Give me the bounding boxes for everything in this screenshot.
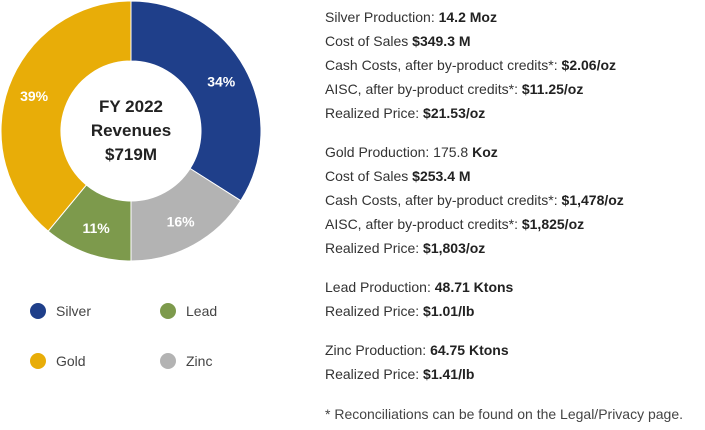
production-stats: Silver Production: 14.2 Moz Cost of Sale… xyxy=(325,5,705,401)
zinc-stats: Zinc Production: 64.75 Ktons Realized Pr… xyxy=(325,338,705,386)
chart-legend: Silver Lead Gold Zinc xyxy=(30,300,280,380)
gold-cost-of-sales-line: Cost of Sales $253.4 M xyxy=(325,168,471,184)
revenue-donut-chart: 34% 16% 11% 39% FY 2022 Revenues $719M xyxy=(0,0,262,262)
gold-production-line: Gold Production: 175.8 Koz xyxy=(325,144,498,160)
legend-label-gold: Gold xyxy=(56,353,86,369)
silver-realized-price-line: Realized Price: $21.53/oz xyxy=(325,105,486,121)
slice-label-gold: 39% xyxy=(20,88,49,104)
legend-swatch-lead xyxy=(160,303,176,319)
center-label-line-2: Revenues xyxy=(91,121,171,140)
lead-production-line: Lead Production: 48.71 Ktons xyxy=(325,279,514,295)
slice-label-silver: 34% xyxy=(207,73,236,89)
legend-item-lead: Lead xyxy=(160,303,217,319)
gold-realized-price-line: Realized Price: $1,803/oz xyxy=(325,240,486,256)
gold-aisc-line: AISC, after by-product credits*: $1,825/… xyxy=(325,216,585,232)
slice-silver xyxy=(130,0,262,202)
lead-realized-price-line: Realized Price: $1.01/lb xyxy=(325,303,475,319)
legend-label-lead: Lead xyxy=(186,303,218,319)
slice-label-zinc: 16% xyxy=(167,213,196,229)
center-label-line-1: FY 2022 xyxy=(99,97,163,116)
silver-stats: Silver Production: 14.2 Moz Cost of Sale… xyxy=(325,5,705,125)
silver-production-line: Silver Production: 14.2 Moz xyxy=(325,9,497,25)
zinc-realized-price-line: Realized Price: $1.41/lb xyxy=(325,366,475,382)
legend-item-zinc: Zinc xyxy=(160,353,212,369)
slice-label-lead: 11% xyxy=(82,220,110,236)
silver-cost-of-sales-line: Cost of Sales $349.3 M xyxy=(325,33,471,49)
center-label-line-3: $719M xyxy=(105,145,157,164)
lead-stats: Lead Production: 48.71 Ktons Realized Pr… xyxy=(325,275,705,323)
silver-cash-costs-line: Cash Costs, after by-product credits*: $… xyxy=(325,57,617,73)
legend-label-silver: Silver xyxy=(56,303,92,319)
legend-item-gold: Gold xyxy=(30,353,86,369)
reconciliation-footnote: * Reconciliations can be found on the Le… xyxy=(325,406,684,422)
legend-label-zinc: Zinc xyxy=(186,353,213,369)
legend-item-silver: Silver xyxy=(30,303,91,319)
legend-swatch-silver xyxy=(30,303,46,319)
silver-aisc-line: AISC, after by-product credits*: $11.25/… xyxy=(325,81,584,97)
legend-swatch-gold xyxy=(30,353,46,369)
gold-stats: Gold Production: 175.8 Koz Cost of Sales… xyxy=(325,140,705,260)
gold-cash-costs-line: Cash Costs, after by-product credits*: $… xyxy=(325,192,624,208)
zinc-production-line: Zinc Production: 64.75 Ktons xyxy=(325,342,509,358)
slice-gold xyxy=(0,0,132,232)
legend-swatch-zinc xyxy=(160,353,176,369)
